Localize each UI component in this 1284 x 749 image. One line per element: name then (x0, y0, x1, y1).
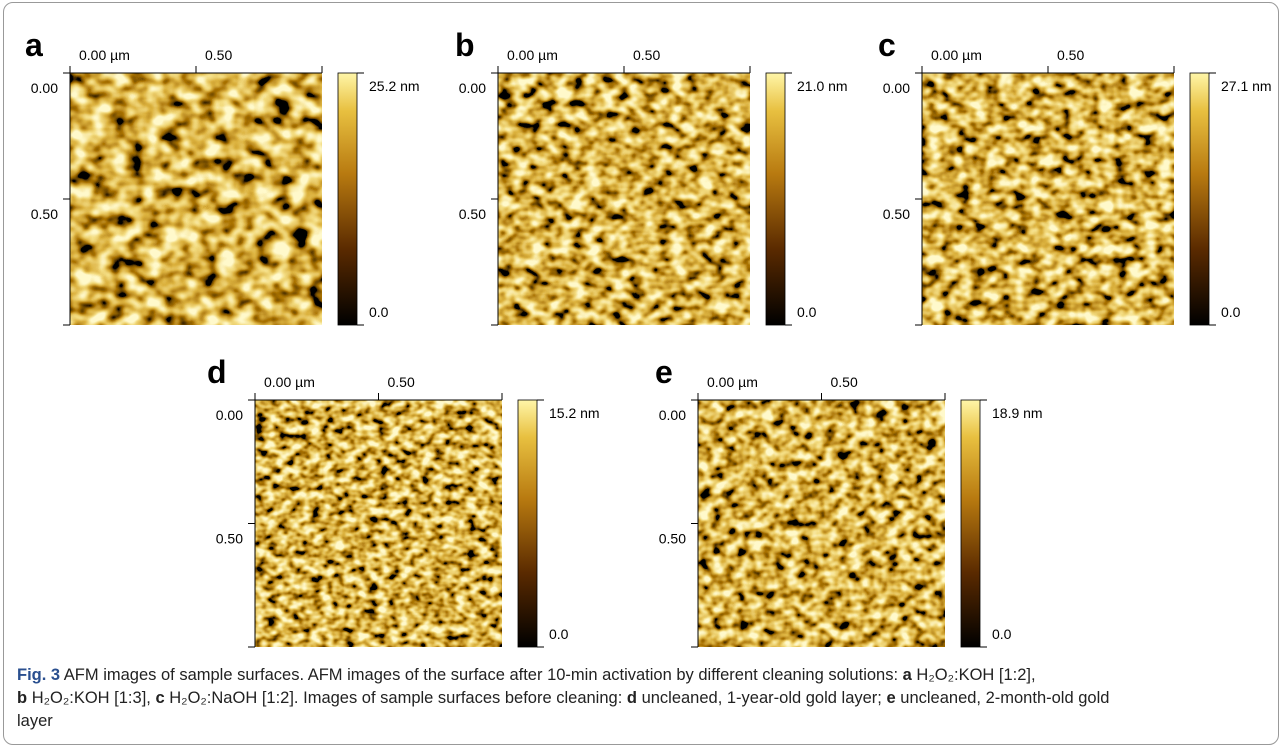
y-tick-label: 0.00 (459, 80, 486, 96)
afm-panel: c 0.00 µm 0.00 0.50 0.50 27.1 nm 0.0 (878, 27, 1272, 325)
panel-label: e (655, 354, 673, 390)
item-text: uncleaned, 1-year-old gold layer; (642, 689, 882, 707)
x-tick-label: 0.50 (1057, 47, 1084, 63)
x-tick-label: 0.00 µm (79, 47, 130, 63)
figure-label: Fig. 3 (17, 666, 60, 684)
afm-panel: a 0.00 µm 0.00 0.50 0.50 25.2 nm 0.0 (25, 27, 420, 325)
colorbar (766, 73, 785, 325)
y-tick-label: 0.00 (216, 407, 243, 423)
panel-label: b (455, 27, 475, 63)
item-letter: b (17, 689, 27, 707)
afm-image (70, 73, 322, 325)
afm-panel: d 0.00 µm 0.00 0.50 0.50 15.2 nm 0.0 (207, 354, 600, 647)
y-tick-label: 0.50 (659, 531, 686, 547)
colorbar-max-label: 21.0 nm (797, 78, 848, 94)
y-tick-label: 0.50 (31, 206, 58, 222)
colorbar-max-label: 27.1 nm (1221, 78, 1272, 94)
x-tick-label: 0.00 µm (931, 47, 982, 63)
item-text: H₂O₂:KOH [1:2], (916, 666, 1035, 684)
x-tick-label: 0.50 (831, 374, 858, 390)
item-letter: d (627, 689, 637, 707)
colorbar (961, 400, 980, 647)
page: a 0.00 µm 0.00 0.50 0.50 25.2 nm 0.0 b 0.00 µm 0.… (0, 0, 1284, 749)
colorbar-min-label: 0.0 (797, 304, 817, 320)
y-tick-label: 0.50 (883, 206, 910, 222)
colorbar (1190, 73, 1209, 325)
panel-label: c (878, 27, 896, 63)
y-tick-label: 0.00 (659, 407, 686, 423)
caption-text: AFM images of the surface after 10-min a… (308, 666, 898, 684)
afm-image (922, 73, 1174, 325)
afm-image (255, 400, 502, 647)
panel-label: d (207, 354, 227, 390)
x-tick-label: 0.50 (633, 47, 660, 63)
afm-image (698, 400, 945, 647)
y-tick-label: 0.00 (883, 80, 910, 96)
item-letter: a (903, 666, 912, 684)
colorbar-min-label: 0.0 (992, 626, 1012, 642)
colorbar-min-label: 0.0 (1221, 304, 1241, 320)
colorbar-min-label: 0.0 (549, 626, 569, 642)
caption-text: AFM images of sample surfaces. (64, 666, 304, 684)
afm-image (498, 73, 750, 325)
colorbar (518, 400, 537, 647)
afm-panel: b 0.00 µm 0.00 0.50 0.50 21.0 nm 0.0 (455, 27, 848, 325)
item-letter: c (155, 689, 164, 707)
y-tick-label: 0.50 (216, 531, 243, 547)
x-tick-label: 0.00 µm (264, 374, 315, 390)
item-letter: e (886, 689, 895, 707)
colorbar (338, 73, 357, 325)
y-tick-label: 0.00 (31, 80, 58, 96)
caption: Fig. 3 AFM images of sample surfaces. AF… (17, 664, 1272, 733)
caption-text: Images of sample surfaces before cleanin… (303, 689, 622, 707)
colorbar-max-label: 18.9 nm (992, 405, 1043, 421)
item-text: H₂O₂:NaOH [1:2]. (169, 689, 298, 707)
colorbar-min-label: 0.0 (369, 304, 389, 320)
colorbar-max-label: 15.2 nm (549, 405, 600, 421)
x-tick-label: 0.00 µm (507, 47, 558, 63)
y-tick-label: 0.50 (459, 206, 486, 222)
panel-label: a (25, 27, 43, 63)
item-text: H₂O₂:KOH [1:3], (32, 689, 151, 707)
x-tick-label: 0.50 (388, 374, 415, 390)
afm-panel: e 0.00 µm 0.00 0.50 0.50 18.9 nm 0.0 (655, 354, 1043, 647)
x-tick-label: 0.50 (205, 47, 232, 63)
x-tick-label: 0.00 µm (707, 374, 758, 390)
figure: a 0.00 µm 0.00 0.50 0.50 25.2 nm 0.0 b 0.00 µm 0.… (0, 0, 1284, 660)
colorbar-max-label: 25.2 nm (369, 78, 420, 94)
